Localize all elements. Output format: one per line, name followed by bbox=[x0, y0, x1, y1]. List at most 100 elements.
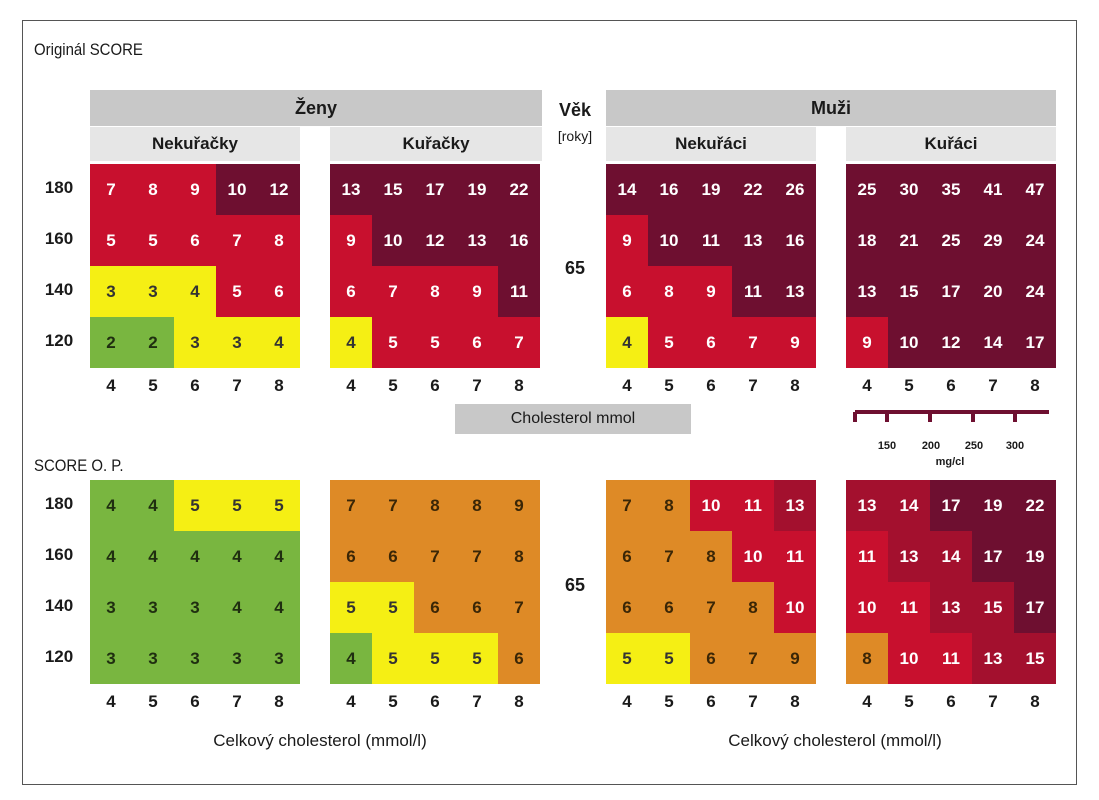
heatmap-cell: 26 bbox=[774, 164, 816, 215]
heatmap-cell: 8 bbox=[456, 480, 498, 531]
heatmap-cell: 4 bbox=[216, 582, 258, 633]
x-tick-label: 7 bbox=[748, 376, 758, 395]
heatmap-cell: 24 bbox=[1014, 266, 1056, 317]
heatmap-cell: 10 bbox=[846, 582, 888, 633]
mgdl-tick-300: 300 bbox=[1005, 440, 1025, 452]
x-tick-label: 6 bbox=[946, 376, 956, 395]
heatmap-cell: 4 bbox=[90, 480, 132, 531]
heatmap-cell: 13 bbox=[888, 531, 930, 582]
heatmap-cell: 11 bbox=[930, 633, 972, 684]
men-header: Muži bbox=[606, 90, 1056, 126]
heatmap-cell: 9 bbox=[774, 633, 816, 684]
heatmap-cell: 3 bbox=[174, 317, 216, 368]
heatmap-cell: 3 bbox=[90, 266, 132, 317]
x-tick-label: 7 bbox=[472, 692, 482, 711]
heatmap-cell: 9 bbox=[456, 266, 498, 317]
x-tick-label: 4 bbox=[622, 376, 632, 395]
y-tick-label: 180 bbox=[44, 178, 74, 197]
heatmap-cell: 10 bbox=[888, 317, 930, 368]
heatmap-cell: 7 bbox=[216, 215, 258, 266]
x-tick-label: 4 bbox=[346, 376, 356, 395]
heatmap-cell: 12 bbox=[258, 164, 300, 215]
heatmap-cell: 6 bbox=[372, 531, 414, 582]
heatmap-cell: 6 bbox=[174, 215, 216, 266]
heatmap-cell: 8 bbox=[258, 215, 300, 266]
heatmap-cell: 6 bbox=[456, 317, 498, 368]
heatmap-cell: 14 bbox=[930, 531, 972, 582]
x-tick-label: 7 bbox=[988, 376, 998, 395]
heatmap-cell: 8 bbox=[414, 266, 456, 317]
heatmap-cell: 8 bbox=[498, 531, 540, 582]
heatmap-cell: 4 bbox=[90, 531, 132, 582]
heatmap-cell: 25 bbox=[846, 164, 888, 215]
heatmap-cell: 5 bbox=[216, 480, 258, 531]
heatmap-cell: 10 bbox=[774, 582, 816, 633]
heatmap-cell: 2 bbox=[90, 317, 132, 368]
x-tick-label: 6 bbox=[430, 692, 440, 711]
heatmap-cell: 3 bbox=[174, 633, 216, 684]
heatmap-cell: 9 bbox=[690, 266, 732, 317]
heatmap-cell: 13 bbox=[930, 582, 972, 633]
women-smokers-header: Kuřačky bbox=[330, 127, 542, 161]
x-tick-label: 8 bbox=[274, 692, 284, 711]
heatmap-cell: 7 bbox=[372, 480, 414, 531]
heatmap-cell: 7 bbox=[690, 582, 732, 633]
x-tick-label: 8 bbox=[514, 692, 524, 711]
x-tick-label: 6 bbox=[946, 692, 956, 711]
heatmap-cell: 17 bbox=[972, 531, 1014, 582]
heatmap-cell: 20 bbox=[972, 266, 1014, 317]
heatmap-cell: 15 bbox=[972, 582, 1014, 633]
mgdl-tick-250: 250 bbox=[964, 440, 984, 452]
x-tick-label: 8 bbox=[1030, 692, 1040, 711]
heatmap-cell: 4 bbox=[174, 266, 216, 317]
x-tick-label: 7 bbox=[988, 692, 998, 711]
heatmap-cell: 2 bbox=[132, 317, 174, 368]
heatmap-cell: 13 bbox=[846, 266, 888, 317]
heatmap-cell: 6 bbox=[330, 531, 372, 582]
heatmap-cell: 7 bbox=[648, 531, 690, 582]
heatmap-cell: 6 bbox=[606, 266, 648, 317]
mgdl-tick-200: 200 bbox=[921, 440, 941, 452]
x-tick-label: 8 bbox=[790, 692, 800, 711]
heatmap-cell: 6 bbox=[414, 582, 456, 633]
heatmap-cell: 5 bbox=[648, 317, 690, 368]
x-tick-label: 5 bbox=[904, 376, 914, 395]
age-unit: [roky] bbox=[557, 128, 593, 144]
heatmap-cell: 11 bbox=[690, 215, 732, 266]
heatmap-cell: 19 bbox=[456, 164, 498, 215]
y-tick-label: 120 bbox=[44, 647, 74, 666]
mgdl-scale-bar bbox=[853, 410, 1049, 422]
title-original-score: Originál SCORE bbox=[34, 40, 143, 59]
heatmap-cell: 13 bbox=[972, 633, 1014, 684]
heatmap-cell: 7 bbox=[372, 266, 414, 317]
heatmap-cell: 8 bbox=[648, 266, 690, 317]
heatmap-cell: 5 bbox=[372, 633, 414, 684]
heatmap-cell: 11 bbox=[732, 480, 774, 531]
heatmap-cell: 24 bbox=[1014, 215, 1056, 266]
heatmap-cell: 4 bbox=[132, 531, 174, 582]
heatmap-cell: 13 bbox=[330, 164, 372, 215]
y-tick-label: 160 bbox=[44, 545, 74, 564]
age-value-original: 65 bbox=[564, 258, 586, 278]
heatmap-cell: 4 bbox=[330, 317, 372, 368]
heatmap-cell: 16 bbox=[498, 215, 540, 266]
heatmap-cell: 5 bbox=[606, 633, 648, 684]
heatmap-cell: 22 bbox=[1014, 480, 1056, 531]
y-tick-label: 160 bbox=[44, 229, 74, 248]
heatmap-cell: 12 bbox=[414, 215, 456, 266]
women-header: Ženy bbox=[90, 90, 542, 126]
x-tick-label: 7 bbox=[232, 692, 242, 711]
heatmap-cell: 11 bbox=[888, 582, 930, 633]
heatmap-cell: 5 bbox=[132, 215, 174, 266]
heatmap-cell: 9 bbox=[846, 317, 888, 368]
heatmap-cell: 21 bbox=[888, 215, 930, 266]
x-tick-label: 8 bbox=[790, 376, 800, 395]
heatmap-cell: 10 bbox=[648, 215, 690, 266]
heatmap-cell: 4 bbox=[258, 317, 300, 368]
heatmap-cell: 6 bbox=[690, 317, 732, 368]
heatmap-cell: 8 bbox=[690, 531, 732, 582]
heatmap-cell: 3 bbox=[132, 266, 174, 317]
title-score-op: SCORE O. P. bbox=[34, 456, 124, 475]
heatmap-cell: 16 bbox=[774, 215, 816, 266]
heatmap-cell: 7 bbox=[90, 164, 132, 215]
